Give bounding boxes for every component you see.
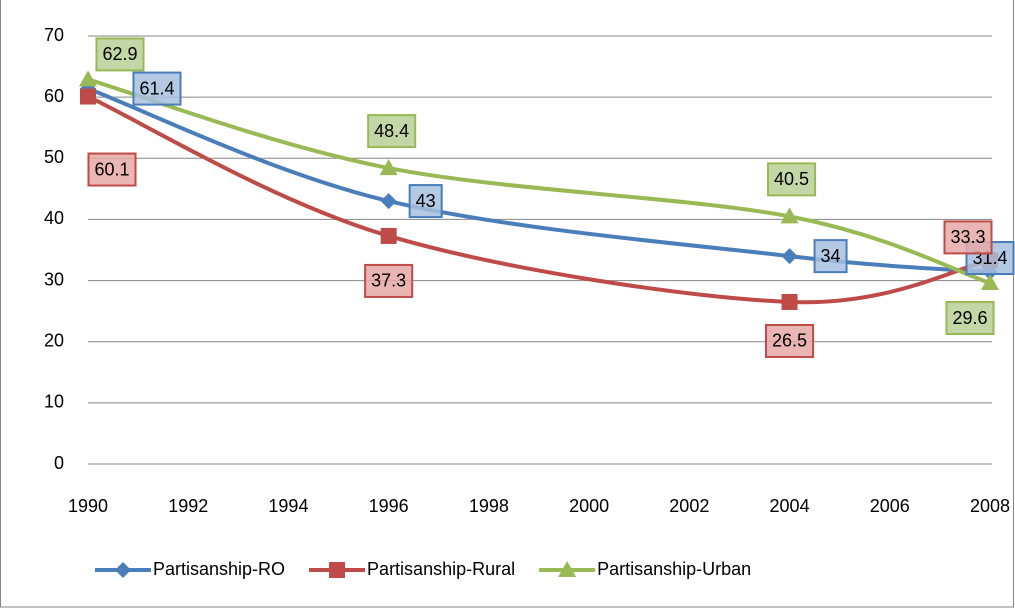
series-line: [87, 86, 991, 275]
data-label-box: [945, 301, 995, 336]
data-point: [781, 293, 798, 310]
y-tick-label: 30: [44, 269, 64, 289]
y-tick-label: 40: [44, 208, 64, 228]
y-tick-label: 60: [44, 86, 64, 106]
x-tick-label: 1998: [469, 496, 509, 516]
y-tick-label: 20: [44, 330, 64, 350]
y-tick-label: 70: [44, 25, 64, 45]
data-label: 37.3: [371, 271, 406, 291]
y-tick-label: 50: [44, 147, 64, 167]
legend-label: Partisanship-Rural: [367, 559, 515, 579]
x-tick-label: 2004: [770, 496, 810, 516]
data-label-box: [813, 239, 848, 274]
legend-label: Partisanship-RO: [153, 559, 285, 579]
data-point: [80, 88, 96, 105]
data-label-box: [364, 263, 414, 298]
data-point: [380, 227, 397, 244]
data-point: [981, 274, 999, 291]
x-tick-label: 1994: [268, 496, 308, 516]
data-label-box: [367, 114, 417, 149]
x-tick-label: 2008: [970, 496, 1010, 516]
data-label: 43: [416, 191, 436, 211]
data-point: [79, 70, 97, 87]
x-tick-label: 2002: [669, 496, 709, 516]
legend-marker: [329, 562, 346, 578]
data-label: 62.9: [102, 44, 137, 64]
data-label-box: [87, 152, 137, 187]
x-tick-label: 2000: [569, 496, 609, 516]
data-label: 26.5: [772, 331, 807, 351]
data-point: [380, 193, 397, 210]
legend-label: Partisanship-Urban: [597, 559, 751, 579]
data-label: 34: [821, 246, 841, 266]
data-label: 33.3: [950, 227, 985, 247]
data-label-box: [95, 37, 145, 72]
data-point: [780, 207, 799, 224]
data-point: [379, 159, 398, 176]
data-label-box: [767, 162, 817, 197]
data-label: 29.6: [952, 308, 987, 328]
series-line: [87, 94, 991, 305]
data-label-box: [132, 71, 182, 106]
data-label-box: [765, 323, 815, 358]
x-tick-label: 1990: [68, 496, 108, 516]
data-point: [781, 248, 798, 265]
data-label: 61.4: [139, 78, 174, 98]
legend-marker: [115, 562, 131, 578]
legend-marker: [558, 561, 577, 577]
data-label-box: [408, 184, 443, 219]
y-tick-label: 10: [44, 392, 64, 412]
x-tick-label: 1996: [369, 496, 409, 516]
data-label: 48.4: [374, 121, 409, 141]
x-tick-label: 2006: [870, 496, 910, 516]
x-tick-label: 1992: [168, 496, 208, 516]
data-label-box: [943, 220, 993, 255]
data-label: 60.1: [94, 159, 129, 179]
series-line: [87, 77, 991, 285]
y-tick-label: 0: [54, 453, 64, 473]
data-label: 40.5: [774, 169, 809, 189]
